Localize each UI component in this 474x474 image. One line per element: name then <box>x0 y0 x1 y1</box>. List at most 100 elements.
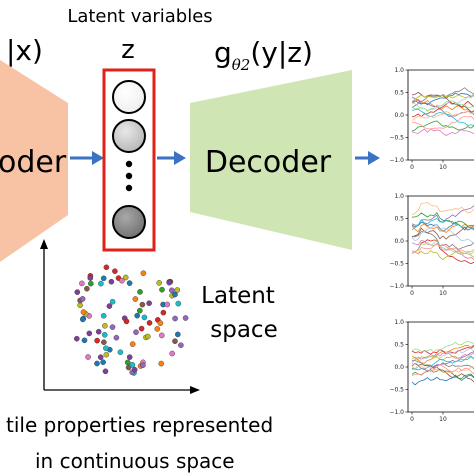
scatter-point <box>140 362 146 369</box>
output-plot: 1.0 0.5 0.0 −0.5 −1.0 0 10 <box>389 193 474 297</box>
latent-variables-title: Latent variables <box>67 6 212 27</box>
scatter-point <box>112 268 118 275</box>
scatter-point <box>158 360 164 367</box>
encoder-shape <box>0 60 68 262</box>
latent-ellipsis-dot <box>125 184 133 192</box>
caption-line2: in continuous space <box>35 449 235 473</box>
scatter-point <box>79 280 85 287</box>
scatter-point <box>103 345 109 352</box>
caption-line1: tile properties represented <box>6 413 273 437</box>
plot-series-line <box>411 223 474 234</box>
scatter-point <box>77 302 83 309</box>
plot-series-line <box>411 355 474 371</box>
latent-ellipsis-dot <box>125 160 133 168</box>
plot-series-line <box>411 98 474 113</box>
scatter-point <box>158 332 165 339</box>
latent-space-label-line1: Latent <box>201 283 275 309</box>
output-plots: 1.0 0.5 0.0 −0.5 −1.0 0 10 1.0 0.5 0.0 −0.5 −1.0 0 10… <box>389 67 474 423</box>
decoder-shape <box>190 70 352 250</box>
plot-y-tick-label: 0.5 <box>394 342 404 349</box>
plot-x-tick-label: 10 <box>439 290 447 297</box>
plot-x-tick-label: 0 <box>410 290 414 297</box>
plot-series-line <box>411 100 474 118</box>
scatter-point <box>146 320 153 326</box>
scatter-point <box>140 270 147 277</box>
latent-scatter <box>74 264 189 376</box>
scatter-point <box>164 301 171 308</box>
scatter-point <box>103 351 110 358</box>
scatter-point <box>168 287 175 294</box>
plot-y-tick-label: 0.0 <box>394 364 404 371</box>
plot-y-tick-label: −0.5 <box>389 261 404 268</box>
scatter-point <box>101 331 108 338</box>
decoder-formula-theta: θ2 <box>232 56 251 74</box>
latent-space-axes <box>40 239 200 394</box>
plot-y-tick-label: 0.0 <box>394 112 404 119</box>
scatter-point <box>172 315 178 322</box>
scatter-point <box>129 362 136 368</box>
latent-node <box>112 205 146 239</box>
scatter-point <box>102 368 109 375</box>
plot-series-line <box>411 250 474 261</box>
plot-series-group <box>411 201 474 265</box>
plot-x-tick-label: 10 <box>439 164 447 171</box>
plot-series-line <box>411 352 474 363</box>
plot-series-line <box>411 344 474 364</box>
plot-y-tick-label: −0.5 <box>389 135 404 142</box>
scatter-point <box>172 291 178 298</box>
scatter-point <box>117 349 124 356</box>
scatter-point <box>154 326 161 332</box>
plot-x-tick-label: 0 <box>410 164 414 171</box>
scatter-point <box>95 328 102 335</box>
scatter-point <box>141 314 148 321</box>
plot-series-line <box>411 364 474 376</box>
plot-series-group <box>411 87 474 136</box>
scatter-point <box>172 338 178 345</box>
scatter-point <box>94 360 100 367</box>
scatter-point <box>156 280 162 286</box>
scatter-point <box>182 315 189 321</box>
scatter-point <box>74 335 80 342</box>
scatter-point <box>106 303 113 309</box>
plot-series-line <box>411 240 474 260</box>
scatter-point <box>80 309 87 315</box>
scatter-point <box>108 278 115 285</box>
plot-y-tick-label: 1.0 <box>394 319 404 326</box>
scatter-point <box>133 329 139 336</box>
scatter-point <box>80 316 86 323</box>
scatter-point <box>81 337 88 344</box>
arrow-encoder-to-latent <box>70 151 104 165</box>
plot-series-line <box>411 100 474 112</box>
scatter-point <box>98 280 104 287</box>
plot-series-group <box>411 340 474 386</box>
scatter-point <box>157 320 164 327</box>
plot-y-tick-label: −1.0 <box>389 409 404 416</box>
scatter-point <box>146 300 152 307</box>
arrow-decoder-to-output <box>355 151 380 165</box>
plot-series-line <box>411 355 474 361</box>
scatter-point <box>166 279 173 286</box>
output-plot: 1.0 0.5 0.0 −0.5 −1.0 0 10 <box>389 319 474 423</box>
plot-series-line <box>411 205 474 226</box>
output-plot: 1.0 0.5 0.0 −0.5 −1.0 0 10 <box>389 67 474 171</box>
plot-series-line <box>411 243 474 255</box>
latent-ellipsis-dot <box>125 172 133 180</box>
scatter-point <box>137 289 143 295</box>
scatter-point <box>100 312 107 319</box>
plot-series-line <box>411 351 474 373</box>
scatter-point <box>84 285 90 292</box>
latent-node <box>112 119 146 153</box>
scatter-point <box>126 354 133 360</box>
scatter-point <box>101 339 107 346</box>
scatter-point <box>102 322 108 329</box>
plot-series-line <box>411 218 474 231</box>
plot-y-tick-label: −0.5 <box>389 387 404 394</box>
scatter-point <box>132 296 139 302</box>
latent-symbol: z <box>121 35 135 65</box>
scatter-point <box>160 309 167 316</box>
decoder-formula-rest: (y|z) <box>250 36 313 69</box>
scatter-point <box>144 333 151 340</box>
scatter-point <box>159 286 165 293</box>
scatter-point <box>100 359 106 366</box>
scatter-point <box>85 354 91 360</box>
